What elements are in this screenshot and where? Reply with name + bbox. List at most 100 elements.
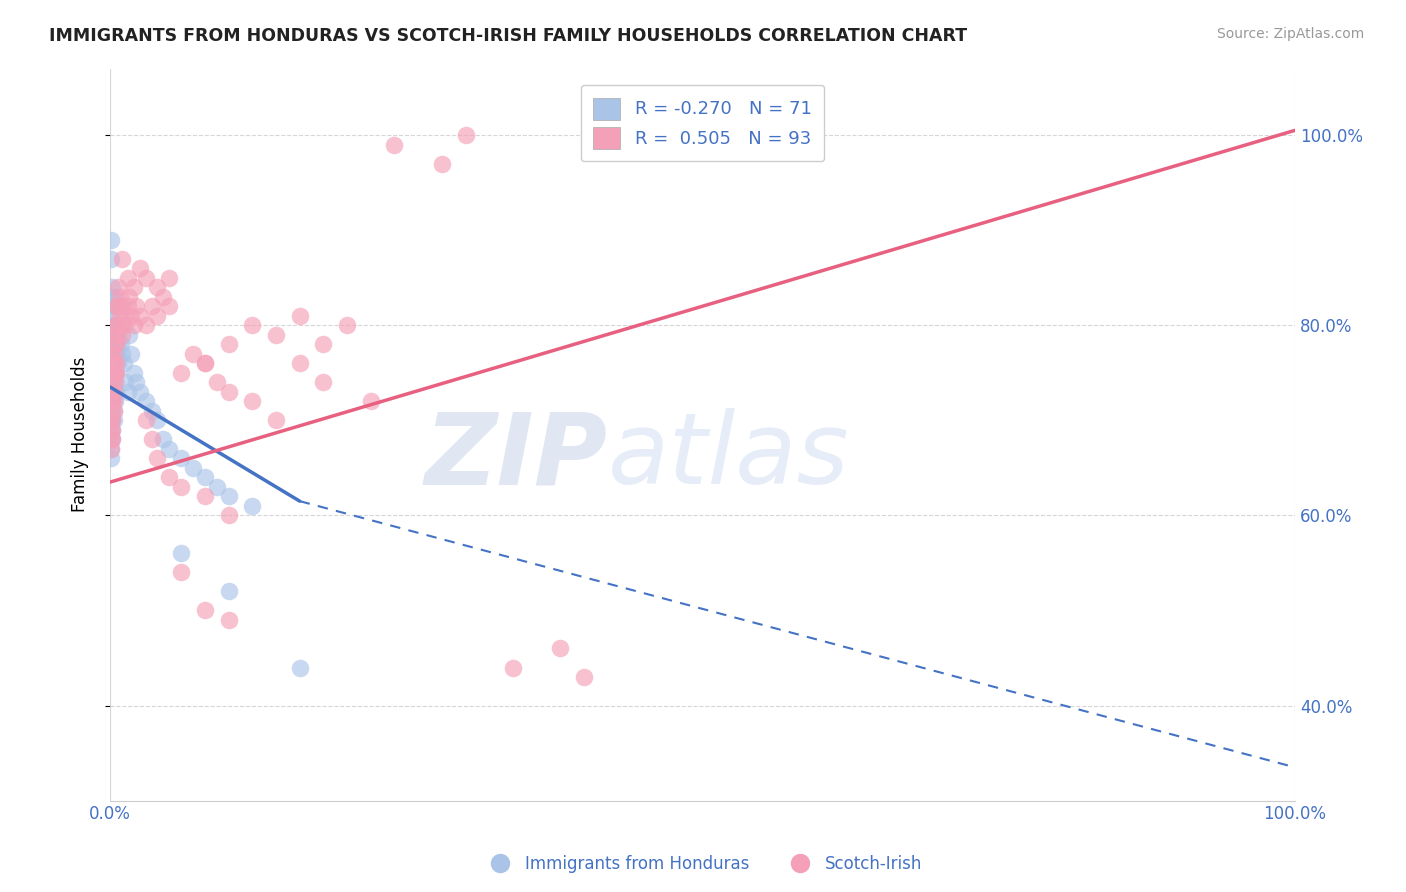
Point — [103, 394, 125, 409]
Point — [152, 433, 174, 447]
Point — [194, 356, 217, 370]
Point — [170, 480, 193, 494]
Point — [384, 137, 406, 152]
Point — [105, 384, 128, 399]
Point — [112, 309, 135, 323]
Point — [100, 366, 122, 380]
Point — [157, 299, 180, 313]
Point — [101, 318, 124, 333]
Point — [105, 347, 128, 361]
Point — [104, 299, 127, 313]
Point — [572, 670, 595, 684]
Point — [181, 460, 204, 475]
Point — [100, 309, 122, 323]
Point — [288, 309, 311, 323]
Point — [120, 309, 142, 323]
Point — [170, 546, 193, 560]
Point — [105, 356, 128, 370]
Point — [105, 337, 128, 351]
Point — [125, 299, 148, 313]
Point — [360, 394, 382, 409]
Point — [114, 318, 136, 333]
Point — [336, 318, 359, 333]
Point — [146, 451, 169, 466]
Point — [105, 366, 128, 380]
Point — [218, 489, 240, 503]
Point — [125, 376, 148, 390]
Point — [157, 270, 180, 285]
Point — [101, 413, 124, 427]
Point — [108, 299, 131, 313]
Point — [103, 384, 125, 399]
Point — [103, 366, 125, 380]
Point — [111, 347, 134, 361]
Point — [103, 290, 125, 304]
Legend: R = -0.270   N = 71, R =  0.505   N = 93: R = -0.270 N = 71, R = 0.505 N = 93 — [581, 85, 824, 161]
Point — [454, 128, 477, 142]
Point — [101, 394, 124, 409]
Point — [122, 280, 145, 294]
Point — [135, 270, 157, 285]
Point — [105, 318, 128, 333]
Point — [101, 299, 124, 313]
Point — [181, 347, 204, 361]
Point — [157, 442, 180, 456]
Point — [100, 394, 122, 409]
Point — [205, 376, 228, 390]
Point — [128, 309, 150, 323]
Text: atlas: atlas — [607, 408, 849, 505]
Point — [104, 376, 127, 390]
Point — [100, 252, 122, 266]
Point — [100, 442, 122, 456]
Point — [146, 280, 169, 294]
Point — [101, 433, 124, 447]
Point — [103, 318, 125, 333]
Point — [103, 404, 125, 418]
Point — [101, 376, 124, 390]
Point — [170, 366, 193, 380]
Point — [218, 384, 240, 399]
Point — [101, 376, 124, 390]
Point — [100, 347, 122, 361]
Point — [240, 318, 263, 333]
Point — [128, 261, 150, 276]
Point — [104, 366, 127, 380]
Point — [100, 290, 122, 304]
Point — [240, 394, 263, 409]
Point — [103, 366, 125, 380]
Point — [100, 423, 122, 437]
Point — [100, 394, 122, 409]
Point — [101, 413, 124, 427]
Point — [118, 327, 141, 342]
Point — [104, 394, 127, 409]
Point — [100, 413, 122, 427]
Point — [100, 433, 122, 447]
Point — [103, 327, 125, 342]
Point — [240, 499, 263, 513]
Point — [101, 280, 124, 294]
Point — [103, 404, 125, 418]
Point — [312, 337, 335, 351]
Point — [288, 660, 311, 674]
Point — [152, 290, 174, 304]
Point — [101, 356, 124, 370]
Point — [103, 384, 125, 399]
Point — [218, 584, 240, 599]
Point — [107, 337, 129, 351]
Point — [100, 451, 122, 466]
Point — [110, 299, 132, 313]
Point — [100, 384, 122, 399]
Point — [141, 299, 163, 313]
Point — [194, 603, 217, 617]
Point — [135, 413, 157, 427]
Point — [108, 309, 131, 323]
Point — [111, 318, 134, 333]
Point — [100, 366, 122, 380]
Point — [103, 347, 125, 361]
Point — [194, 470, 217, 484]
Point — [104, 327, 127, 342]
Point — [108, 290, 131, 304]
Point — [100, 356, 122, 370]
Point — [288, 356, 311, 370]
Legend: Immigrants from Honduras, Scotch-Irish: Immigrants from Honduras, Scotch-Irish — [477, 848, 929, 880]
